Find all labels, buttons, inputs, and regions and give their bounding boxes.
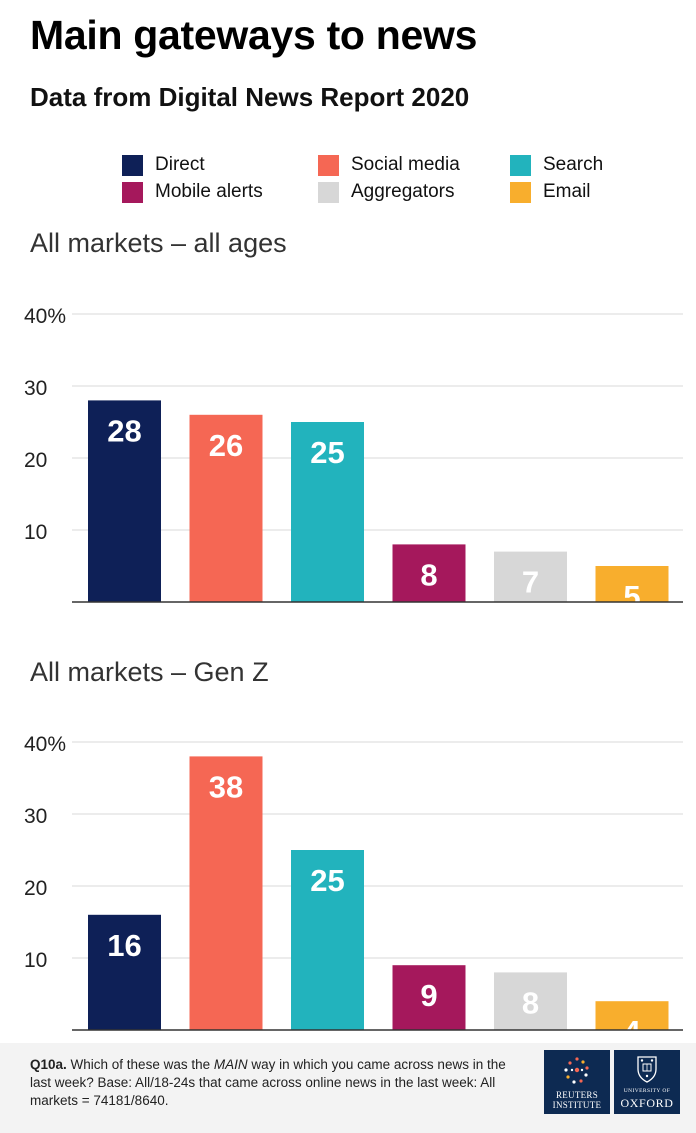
- legend-item-email: Email: [510, 181, 591, 203]
- legend-label-aggregators: Aggregators: [351, 181, 455, 202]
- y-tick-label: 10: [24, 521, 47, 544]
- bar: [189, 756, 263, 1030]
- legend-label-social-media: Social media: [351, 154, 460, 175]
- footnote-question-id: Q10a.: [30, 1057, 67, 1072]
- data-label: 25: [310, 435, 344, 470]
- y-tick-label: 30: [24, 377, 47, 400]
- y-tick-label: 40%: [24, 305, 66, 328]
- data-label: 8: [522, 985, 539, 1020]
- bar: [392, 965, 466, 1030]
- bar: [595, 566, 669, 602]
- legend-item-aggregators: Aggregators: [318, 181, 455, 203]
- footnote-emphasis: MAIN: [213, 1057, 248, 1072]
- legend-label-direct: Direct: [155, 154, 205, 175]
- legend-item-social-media: Social media: [318, 154, 460, 176]
- legend-label-email: Email: [543, 181, 591, 202]
- page-subtitle: Data from Digital News Report 2020: [30, 82, 470, 112]
- bar: [494, 551, 567, 602]
- legend-swatch-mobile-alerts: [122, 181, 143, 203]
- footnote: Q10a. Which of these was the MAIN way in…: [30, 1056, 520, 1110]
- bar-chart-gen-z: 10 20 30 40% 16 38 25 9 8 4: [24, 733, 683, 1043]
- legend-swatch-email: [510, 181, 531, 203]
- chart-title-all-ages: All markets – all ages: [30, 228, 287, 258]
- footnote-text-before: Which of these was the: [66, 1057, 214, 1072]
- legend-label-mobile-alerts: Mobile alerts: [155, 181, 263, 202]
- legend-swatch-social-media: [318, 154, 339, 176]
- data-label: 7: [522, 565, 539, 600]
- bar: [392, 544, 466, 602]
- y-tick-label: 10: [24, 949, 47, 972]
- bar: [88, 400, 161, 602]
- chart-legend: Direct Social media Search Mobile alerts…: [0, 150, 696, 210]
- reuters-dots-icon: [564, 1057, 589, 1084]
- legend-item-mobile-alerts: Mobile alerts: [122, 181, 263, 203]
- oxford-logo-line-1: UNIVERSITY OF: [623, 1088, 671, 1094]
- reuters-logo-line-2: INSTITUTE: [552, 1100, 602, 1110]
- data-label: 38: [209, 769, 243, 804]
- legend-label-search: Search: [543, 154, 604, 175]
- bar: [291, 850, 364, 1030]
- y-tick-label: 40%: [24, 733, 66, 756]
- data-label: 16: [107, 928, 141, 963]
- legend-swatch-aggregators: [318, 181, 339, 203]
- bar-chart-all-ages: 10 20 30 40% 28 26 25 8 7 5: [24, 305, 683, 614]
- oxford-university-logo: UNIVERSITY OF OXFORD: [614, 1050, 680, 1114]
- y-tick-label: 20: [24, 877, 47, 900]
- data-label: 9: [420, 978, 437, 1013]
- data-label: 25: [310, 863, 344, 898]
- legend-swatch-search: [510, 154, 531, 176]
- y-tick-label: 30: [24, 805, 47, 828]
- legend-item-search: Search: [510, 154, 603, 176]
- reuters-logo-line-1: REUTERS: [555, 1090, 599, 1100]
- data-label: 28: [107, 413, 141, 448]
- oxford-crest-icon: [637, 1056, 657, 1083]
- bar: [189, 414, 263, 602]
- reuters-institute-logo: REUTERS INSTITUTE: [544, 1050, 610, 1114]
- footnote-text-after: way in which you came across news in the…: [30, 1057, 506, 1108]
- legend-swatch-direct: [122, 154, 143, 176]
- data-label: 8: [420, 557, 437, 592]
- data-label: 5: [623, 579, 640, 614]
- data-label: 4: [623, 1014, 641, 1043]
- data-label: 26: [209, 428, 243, 463]
- bar: [88, 914, 161, 1030]
- y-tick-label: 20: [24, 449, 47, 472]
- bar: [291, 422, 364, 602]
- page-title: Main gateways to news: [30, 12, 478, 58]
- bar: [595, 1001, 669, 1030]
- bar: [494, 972, 567, 1030]
- oxford-logo-line-2: OXFORD: [620, 1096, 674, 1110]
- legend-item-direct: Direct: [122, 154, 205, 176]
- chart-title-gen-z: All markets – Gen Z: [30, 657, 269, 687]
